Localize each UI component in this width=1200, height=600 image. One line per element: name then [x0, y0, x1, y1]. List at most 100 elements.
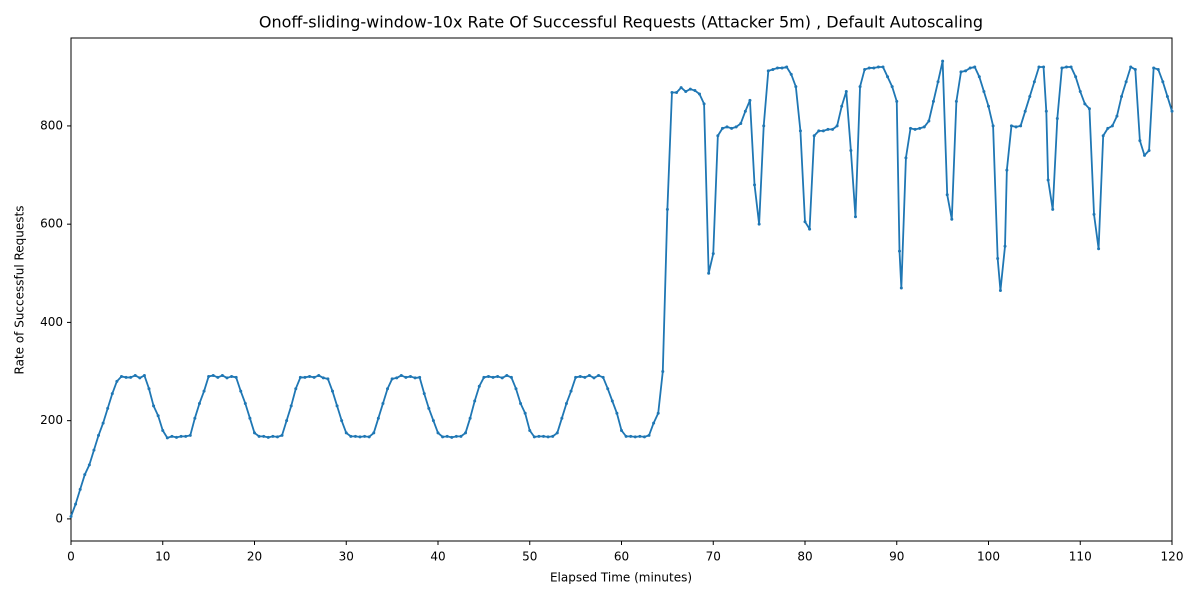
data-point — [899, 286, 903, 290]
data-point — [519, 401, 523, 405]
data-point — [597, 373, 601, 377]
data-point — [294, 387, 298, 391]
data-point — [376, 416, 380, 420]
data-point — [665, 207, 669, 211]
data-point — [716, 134, 720, 138]
data-point — [858, 85, 862, 89]
data-point — [358, 435, 362, 439]
data-point — [1032, 80, 1036, 84]
data-point — [670, 91, 674, 95]
data-point — [876, 65, 880, 69]
data-point — [895, 99, 899, 103]
data-point — [1087, 107, 1091, 111]
data-point — [624, 434, 628, 438]
data-point — [1170, 109, 1174, 113]
data-point — [996, 257, 1000, 261]
data-point — [486, 374, 490, 378]
data-point — [230, 374, 234, 378]
x-tick-label: 70 — [706, 550, 721, 564]
data-point — [898, 249, 902, 253]
data-point — [253, 431, 256, 435]
data-point — [725, 125, 729, 129]
data-point — [867, 66, 871, 70]
data-point — [1152, 66, 1156, 70]
data-point — [1097, 247, 1101, 251]
data-point — [142, 373, 146, 377]
y-tick-label: 600 — [40, 217, 63, 231]
data-point — [835, 124, 839, 128]
data-point — [372, 431, 376, 435]
data-point — [831, 127, 835, 131]
data-point — [101, 421, 105, 425]
data-point — [202, 389, 206, 393]
data-point — [610, 399, 614, 403]
data-point — [1003, 244, 1007, 248]
data-point — [83, 473, 87, 477]
data-point — [514, 387, 518, 391]
data-point — [775, 66, 779, 70]
data-point — [840, 104, 844, 108]
data-point — [386, 387, 390, 391]
data-point — [734, 125, 738, 129]
data-point — [762, 124, 766, 128]
data-point — [982, 90, 986, 94]
data-point — [197, 401, 201, 405]
data-point — [569, 389, 573, 393]
data-point — [927, 119, 931, 123]
data-point — [798, 129, 802, 133]
data-point — [1106, 126, 1110, 130]
data-point — [1019, 124, 1023, 128]
data-point — [408, 374, 412, 378]
data-point — [248, 416, 252, 420]
data-point — [275, 435, 279, 439]
x-tick-label: 10 — [155, 550, 170, 564]
data-point — [711, 252, 715, 256]
data-point — [1115, 114, 1119, 118]
data-point — [863, 67, 867, 71]
x-tick-label: 120 — [1161, 550, 1184, 564]
data-point — [441, 435, 445, 439]
data-point — [1110, 124, 1114, 128]
data-point — [780, 66, 784, 70]
data-point — [1037, 65, 1041, 69]
data-point — [583, 375, 587, 379]
data-point — [675, 91, 679, 95]
data-point — [509, 375, 513, 379]
x-tick-label: 0 — [67, 550, 75, 564]
data-point — [1064, 65, 1068, 69]
data-point — [661, 370, 665, 374]
data-point — [964, 69, 968, 73]
data-point — [303, 375, 307, 379]
data-point — [1009, 124, 1013, 128]
data-point — [468, 416, 472, 420]
data-point — [913, 127, 917, 131]
data-point — [92, 448, 96, 452]
data-point — [1129, 65, 1133, 69]
data-point — [413, 376, 417, 380]
data-point — [890, 85, 894, 89]
data-point — [587, 373, 591, 377]
data-point — [789, 72, 793, 76]
data-point — [578, 374, 582, 378]
data-point — [881, 65, 885, 69]
data-point — [87, 463, 91, 467]
data-point — [537, 434, 541, 438]
data-point — [647, 433, 651, 437]
data-point — [1078, 90, 1082, 94]
data-point — [688, 87, 692, 91]
data-point — [959, 70, 963, 74]
data-point — [285, 419, 289, 423]
data-point — [165, 436, 169, 440]
data-point — [110, 392, 114, 396]
data-point — [464, 431, 468, 435]
data-point — [436, 431, 440, 435]
data-point — [97, 433, 101, 437]
data-point — [1060, 66, 1064, 70]
data-point — [363, 434, 367, 438]
data-point — [697, 92, 701, 96]
data-point — [954, 99, 958, 103]
y-tick-label: 0 — [55, 511, 63, 525]
data-point — [551, 434, 555, 438]
data-point — [78, 487, 82, 491]
data-point — [1051, 207, 1055, 211]
